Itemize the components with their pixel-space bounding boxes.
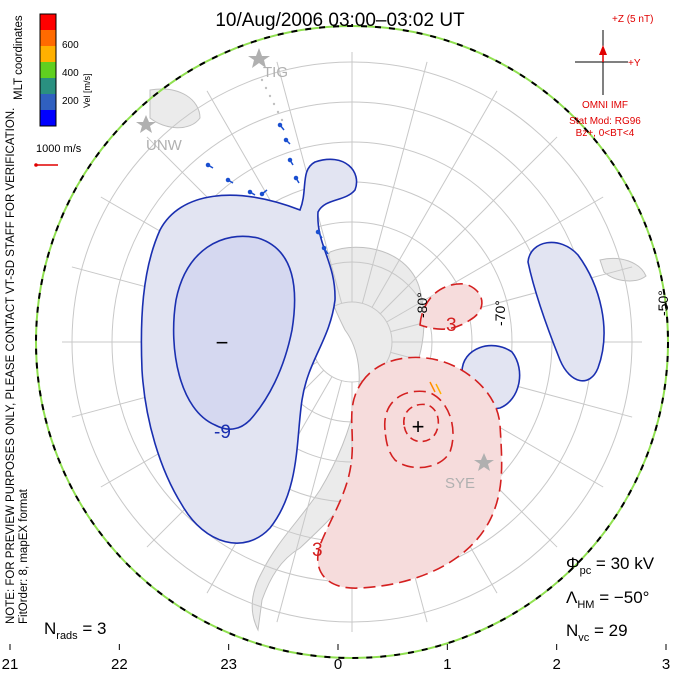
colorbar-cell: [40, 14, 56, 31]
station-label-unw: UNW: [146, 137, 183, 154]
colorbar-cell: [40, 62, 56, 79]
fit-order-note: FitOrder: 8, mapEX format: [18, 488, 30, 624]
positive-cell-mid: [384, 390, 454, 469]
positive-cell-outer: [316, 356, 503, 589]
grid-radial-line: [276, 380, 343, 623]
colorbar-tick-400: 400: [62, 68, 79, 79]
positive-cell-inner: [403, 403, 440, 443]
negative-cell-east-2: [527, 241, 605, 382]
contour-label-negative: -9: [214, 422, 231, 443]
lat-label-70: -70°: [492, 300, 508, 326]
grid-radial-line: [361, 61, 428, 304]
velocity-vectors: [205, 122, 442, 395]
colorbar-tick-200: 200: [62, 96, 79, 107]
station-label-tig: TIG: [263, 64, 288, 81]
mlt-tick-label: 23: [220, 656, 237, 673]
station-label-sye: SYE: [445, 475, 475, 492]
mlt-tick-label: 0: [334, 656, 342, 673]
imf-condition: Bz+, 0<BT<4: [576, 128, 635, 139]
mlt-tick-label: 1: [443, 656, 451, 673]
contour-label-positive-b: 3: [312, 540, 323, 561]
lat-label-80: -80°: [414, 292, 430, 318]
mlt-coordinates-label: MLT coordinates: [13, 15, 25, 100]
positive-cell-north: [419, 283, 483, 330]
contour-label-positive-a: 3: [446, 315, 457, 336]
colorbar-cell: [40, 30, 56, 47]
imf-indicator: +Z (5 nT) +Y OMNI IMF Stat Mod: RG96 Bz+…: [569, 14, 653, 139]
colorbar-cell: [40, 46, 56, 63]
negative-cell-inner: [172, 235, 296, 430]
mlt-tick-label: 21: [2, 656, 19, 673]
mlt-tick-label: 2: [552, 656, 560, 673]
stat-lambda-hm: ΛHM = −50°: [566, 588, 649, 611]
stat-n-vc: Nvc = 29: [566, 621, 628, 644]
mlt-axis: 21 22 23 0 1 2 3: [2, 644, 670, 673]
vector-key: 1000 m/s: [34, 143, 82, 167]
hm-boundary: [35, 25, 669, 659]
grid-radial-line: [371, 90, 498, 308]
imf-z-label: +Z (5 nT): [612, 14, 653, 25]
station-markers: [136, 48, 494, 471]
mlt-tick-label: 22: [111, 656, 128, 673]
imf-model: Stat Mod: RG96: [569, 116, 641, 127]
stat-phi-pc: Φpc = 30 kV: [566, 554, 655, 577]
colorbar-cell: [40, 94, 56, 111]
preview-note: NOTE: FOR PREVIEW PURPOSES ONLY, PLEASE …: [5, 108, 17, 624]
velocity-colorbar: 600 400 200 Vel [m/s]: [39, 13, 92, 127]
potential-max-marker: +: [412, 414, 425, 439]
plot-title: 10/Aug/2006 03:00–03:02 UT: [215, 10, 465, 31]
colorbar-tick-600: 600: [62, 40, 79, 51]
imf-y-label: +Y: [628, 58, 641, 69]
vector-key-label: 1000 m/s: [36, 143, 82, 155]
mlt-tick-label: 3: [662, 656, 670, 673]
grid-radial-line: [379, 136, 558, 315]
lat-label-50: -50°: [655, 290, 671, 316]
colorbar-cell: [40, 78, 56, 95]
stats-block: Φpc = 30 kV ΛHM = −50° Nvc = 29 Nrads = …: [44, 554, 655, 644]
colorbar-title: Vel [m/s]: [82, 73, 92, 108]
stat-n-rads: Nrads = 3: [44, 619, 107, 642]
colorbar-cell: [40, 110, 56, 127]
potential-min-marker: −: [216, 330, 229, 355]
grid-radial-line: [386, 196, 604, 323]
radar-fov-dots: [260, 78, 284, 122]
imf-source: OMNI IMF: [582, 100, 628, 111]
